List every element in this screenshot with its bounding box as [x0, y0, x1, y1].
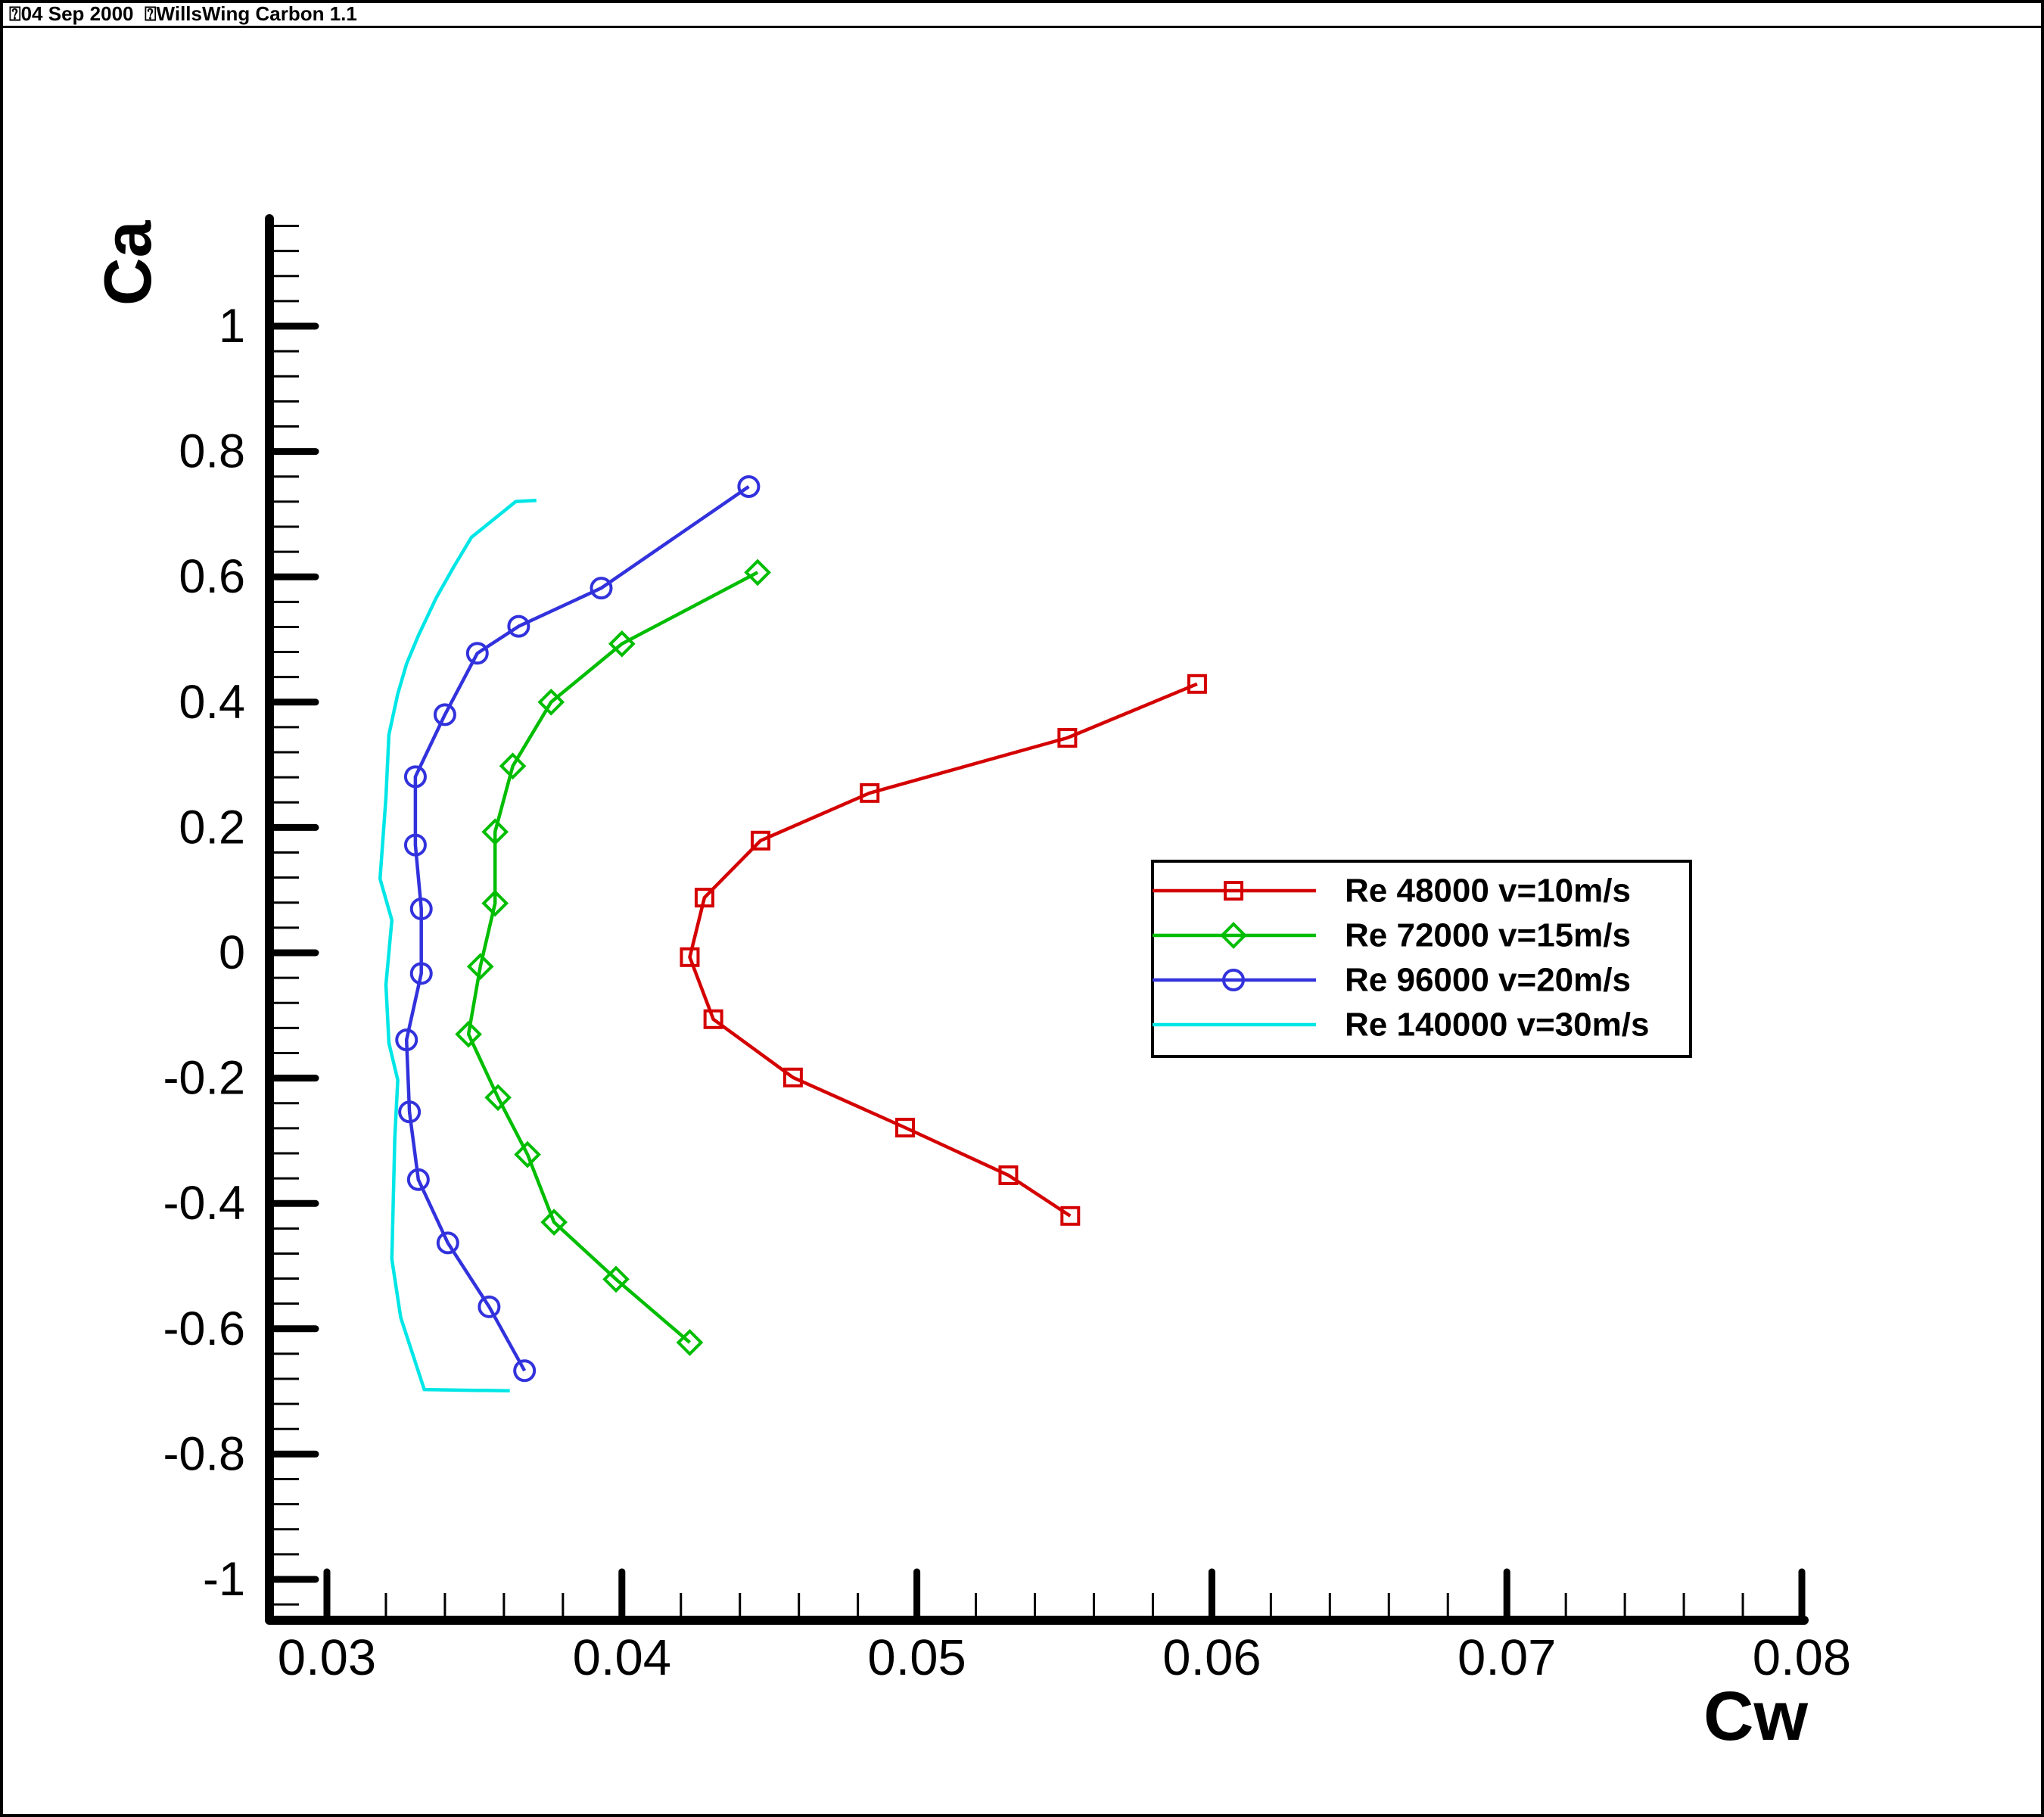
square-marker	[860, 782, 880, 803]
legend-entry: Re 72000 v=15m/s	[1153, 917, 1631, 954]
y-tick-label: -0.2	[163, 1052, 245, 1105]
legend-label: Re 140000 v=30m/s	[1345, 1007, 1649, 1044]
square-marker	[680, 947, 700, 967]
legend: Re 48000 v=10m/s Re 72000 v=15m/s Re 96000…	[1151, 860, 1692, 1058]
square-marker	[782, 1067, 803, 1087]
y-tick-label: 0.2	[179, 801, 245, 854]
legend-entry: Re 48000 v=10m/s	[1153, 873, 1631, 910]
diamond-marker	[466, 953, 494, 981]
diamond-marker	[484, 1084, 512, 1112]
diamond-marker	[602, 1265, 630, 1293]
square-marker	[1224, 881, 1243, 901]
square-marker	[1057, 727, 1078, 748]
y-tick-label: 0.8	[179, 425, 245, 478]
circle-marker	[478, 1295, 501, 1318]
circle-marker	[513, 1359, 537, 1383]
y-tick-label: -0.8	[163, 1427, 245, 1480]
diamond-marker	[455, 1020, 482, 1048]
circle-marker	[737, 474, 761, 498]
series-line	[404, 485, 750, 1372]
x-tick-label: 0.04	[573, 1629, 671, 1686]
square-marker	[998, 1165, 1019, 1185]
y-tick-label: 1	[219, 300, 245, 353]
diamond-marker	[744, 558, 771, 586]
diamond-marker	[676, 1329, 704, 1356]
circle-marker	[1222, 969, 1245, 991]
y-tick-label: 0.6	[179, 550, 245, 603]
y-tick-label: -1	[203, 1553, 245, 1606]
circle-marker	[409, 962, 433, 985]
square-marker	[694, 888, 714, 908]
series-re-96000-v-20m-s	[395, 474, 761, 1383]
circle-marker	[395, 1028, 418, 1052]
circle-marker	[590, 577, 613, 600]
legend-label: Re 48000 v=10m/s	[1345, 873, 1631, 910]
y-tick-label: -0.4	[163, 1177, 245, 1230]
y-axis-title: Ca	[90, 219, 165, 306]
square-marker	[703, 1009, 723, 1029]
square-marker	[1060, 1206, 1081, 1226]
legend-entry: Re 140000 v=30m/s	[1153, 1007, 1649, 1044]
title-bar: ⍰04 Sep 2000 ⍰WillsWing Carbon 1.1	[3, 3, 2041, 28]
axis-lines	[265, 214, 1809, 1625]
y-tick-label: 0.4	[179, 676, 245, 729]
circle-marker	[436, 1231, 459, 1255]
y-tick-label: 0	[219, 926, 245, 979]
y-tick-label: -0.6	[163, 1302, 245, 1355]
square-marker	[751, 830, 771, 851]
diamond-marker	[608, 630, 636, 658]
x-tick-label: 0.03	[278, 1629, 376, 1686]
legend-entry: Re 96000 v=20m/s	[1153, 962, 1631, 999]
x-axis-title: Cw	[1703, 1678, 1808, 1755]
circle-marker	[433, 703, 456, 726]
series-re-48000-v-10m-s	[680, 674, 1207, 1226]
legend-label: Re 96000 v=20m/s	[1345, 962, 1631, 999]
circle-marker	[403, 765, 427, 789]
diamond-marker	[481, 818, 509, 846]
square-marker	[1187, 674, 1207, 694]
x-tick-label: 0.06	[1162, 1629, 1261, 1686]
x-tick-label: 0.05	[867, 1629, 966, 1686]
diamond-marker	[481, 889, 509, 917]
series-line	[466, 571, 759, 1344]
series-re-140000-v-30m-s	[378, 498, 537, 1393]
axes: 0.03 0.04 0.05 0.06 0.07 0.08 1 0.8 0.6 0.4 0.2 0 -0…	[163, 214, 1851, 1686]
circle-marker	[406, 1168, 430, 1191]
title-bar-text: ⍰04 Sep 2000 ⍰WillsWing Carbon 1.1	[9, 2, 357, 25]
diamond-marker	[537, 688, 565, 716]
legend-label: Re 72000 v=15m/s	[1345, 917, 1631, 954]
x-tick-label: 0.08	[1753, 1629, 1851, 1686]
circle-marker	[403, 833, 427, 857]
series-line	[378, 498, 537, 1393]
data-series	[378, 474, 1207, 1393]
x-tick-label: 0.07	[1458, 1629, 1556, 1686]
circle-marker	[409, 898, 433, 921]
circle-marker	[507, 614, 530, 638]
diamond-marker	[499, 752, 527, 780]
circle-marker	[465, 642, 489, 665]
series-line	[688, 682, 1198, 1218]
series-re-72000-v-15m-s	[455, 558, 771, 1356]
polar-chart: 0.03 0.04 0.05 0.06 0.07 0.08 1 0.8 0.6 0.4 0.2 0 -0…	[90, 214, 1851, 1755]
circle-marker	[398, 1100, 422, 1124]
diamond-marker	[540, 1209, 568, 1236]
square-marker	[895, 1118, 916, 1138]
diamond-marker	[514, 1140, 541, 1168]
diamond-marker	[1220, 922, 1247, 949]
